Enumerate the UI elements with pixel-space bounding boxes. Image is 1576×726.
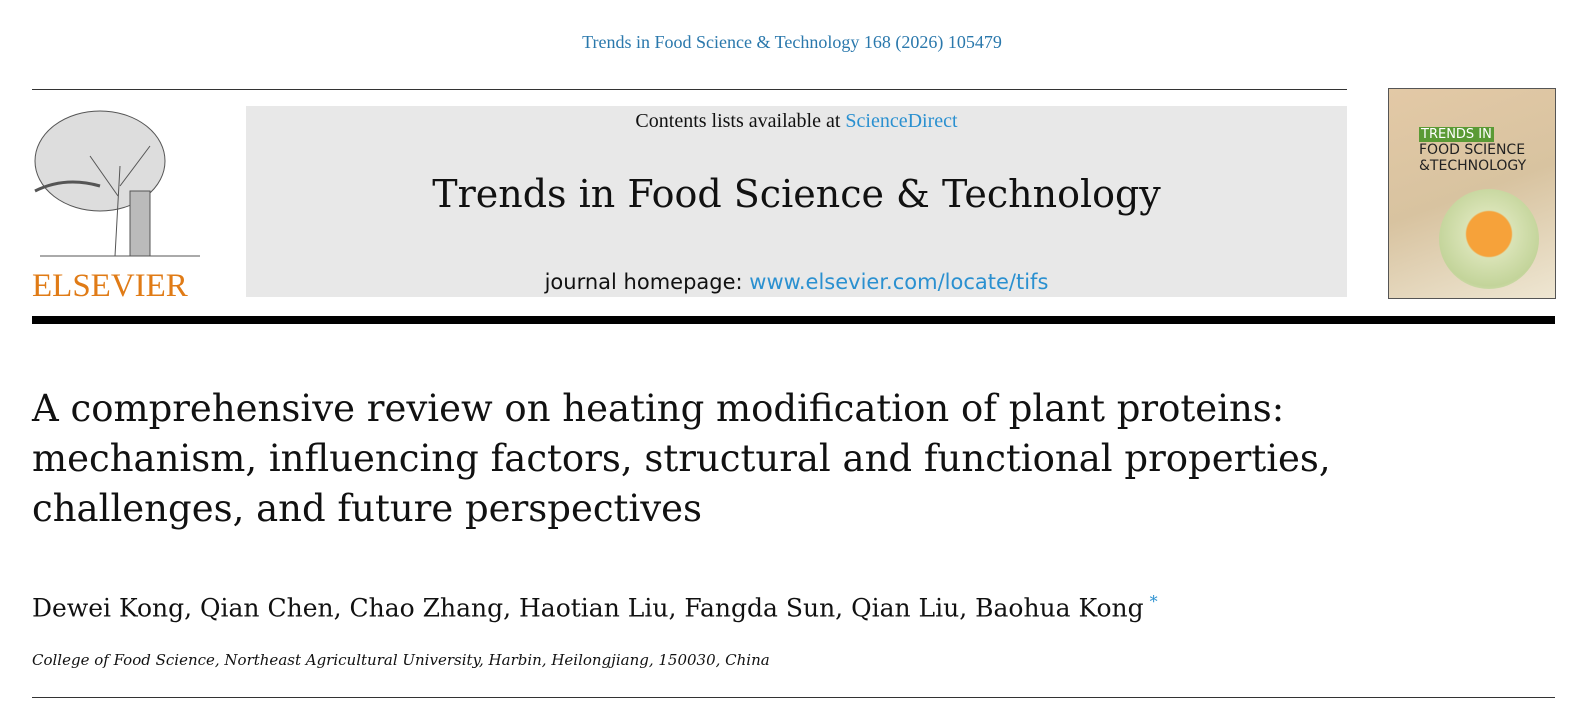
affiliation: College of Food Science, Northeast Agric… <box>32 651 770 669</box>
journal-banner: Contents lists available at ScienceDirec… <box>246 106 1347 297</box>
divider <box>32 89 1347 90</box>
cover-food-illustration <box>1439 189 1539 289</box>
journal-citation[interactable]: Trends in Food Science & Technology 168 … <box>582 32 1002 52</box>
title-line: A comprehensive review on heating modifi… <box>32 387 1285 430</box>
elsevier-tree-logo <box>34 110 200 257</box>
journal-title: Trends in Food Science & Technology <box>432 172 1161 216</box>
sciencedirect-link[interactable]: ScienceDirect <box>845 110 958 132</box>
cover-title-1: TRENDS IN <box>1419 127 1494 142</box>
homepage-line: journal homepage: www.elsevier.com/locat… <box>246 270 1347 294</box>
divider <box>32 697 1555 698</box>
title-line: mechanism, influencing factors, structur… <box>32 437 1331 480</box>
article-title: A comprehensive review on heating modifi… <box>32 384 1331 534</box>
contents-prefix: Contents lists available at <box>635 110 846 132</box>
author-list: Dewei Kong, Qian Chen, Chao Zhang, Haoti… <box>32 592 1158 622</box>
homepage-link[interactable]: www.elsevier.com/locate/tifs <box>749 270 1049 294</box>
journal-cover-image[interactable]: TRENDS IN FOOD SCIENCE &TECHNOLOGY <box>1388 88 1556 299</box>
header-bar <box>32 316 1555 324</box>
contents-line: Contents lists available at ScienceDirec… <box>246 110 1347 133</box>
authors: Dewei Kong, Qian Chen, Chao Zhang, Haoti… <box>32 593 1144 623</box>
cover-title-2: FOOD SCIENCE &TECHNOLOGY <box>1419 142 1527 174</box>
title-line: challenges, and future perspectives <box>32 487 703 530</box>
elsevier-logo-text: ELSEVIER <box>32 268 188 304</box>
corresponding-author-link[interactable]: * <box>1149 592 1158 611</box>
homepage-prefix: journal homepage: <box>544 270 750 294</box>
